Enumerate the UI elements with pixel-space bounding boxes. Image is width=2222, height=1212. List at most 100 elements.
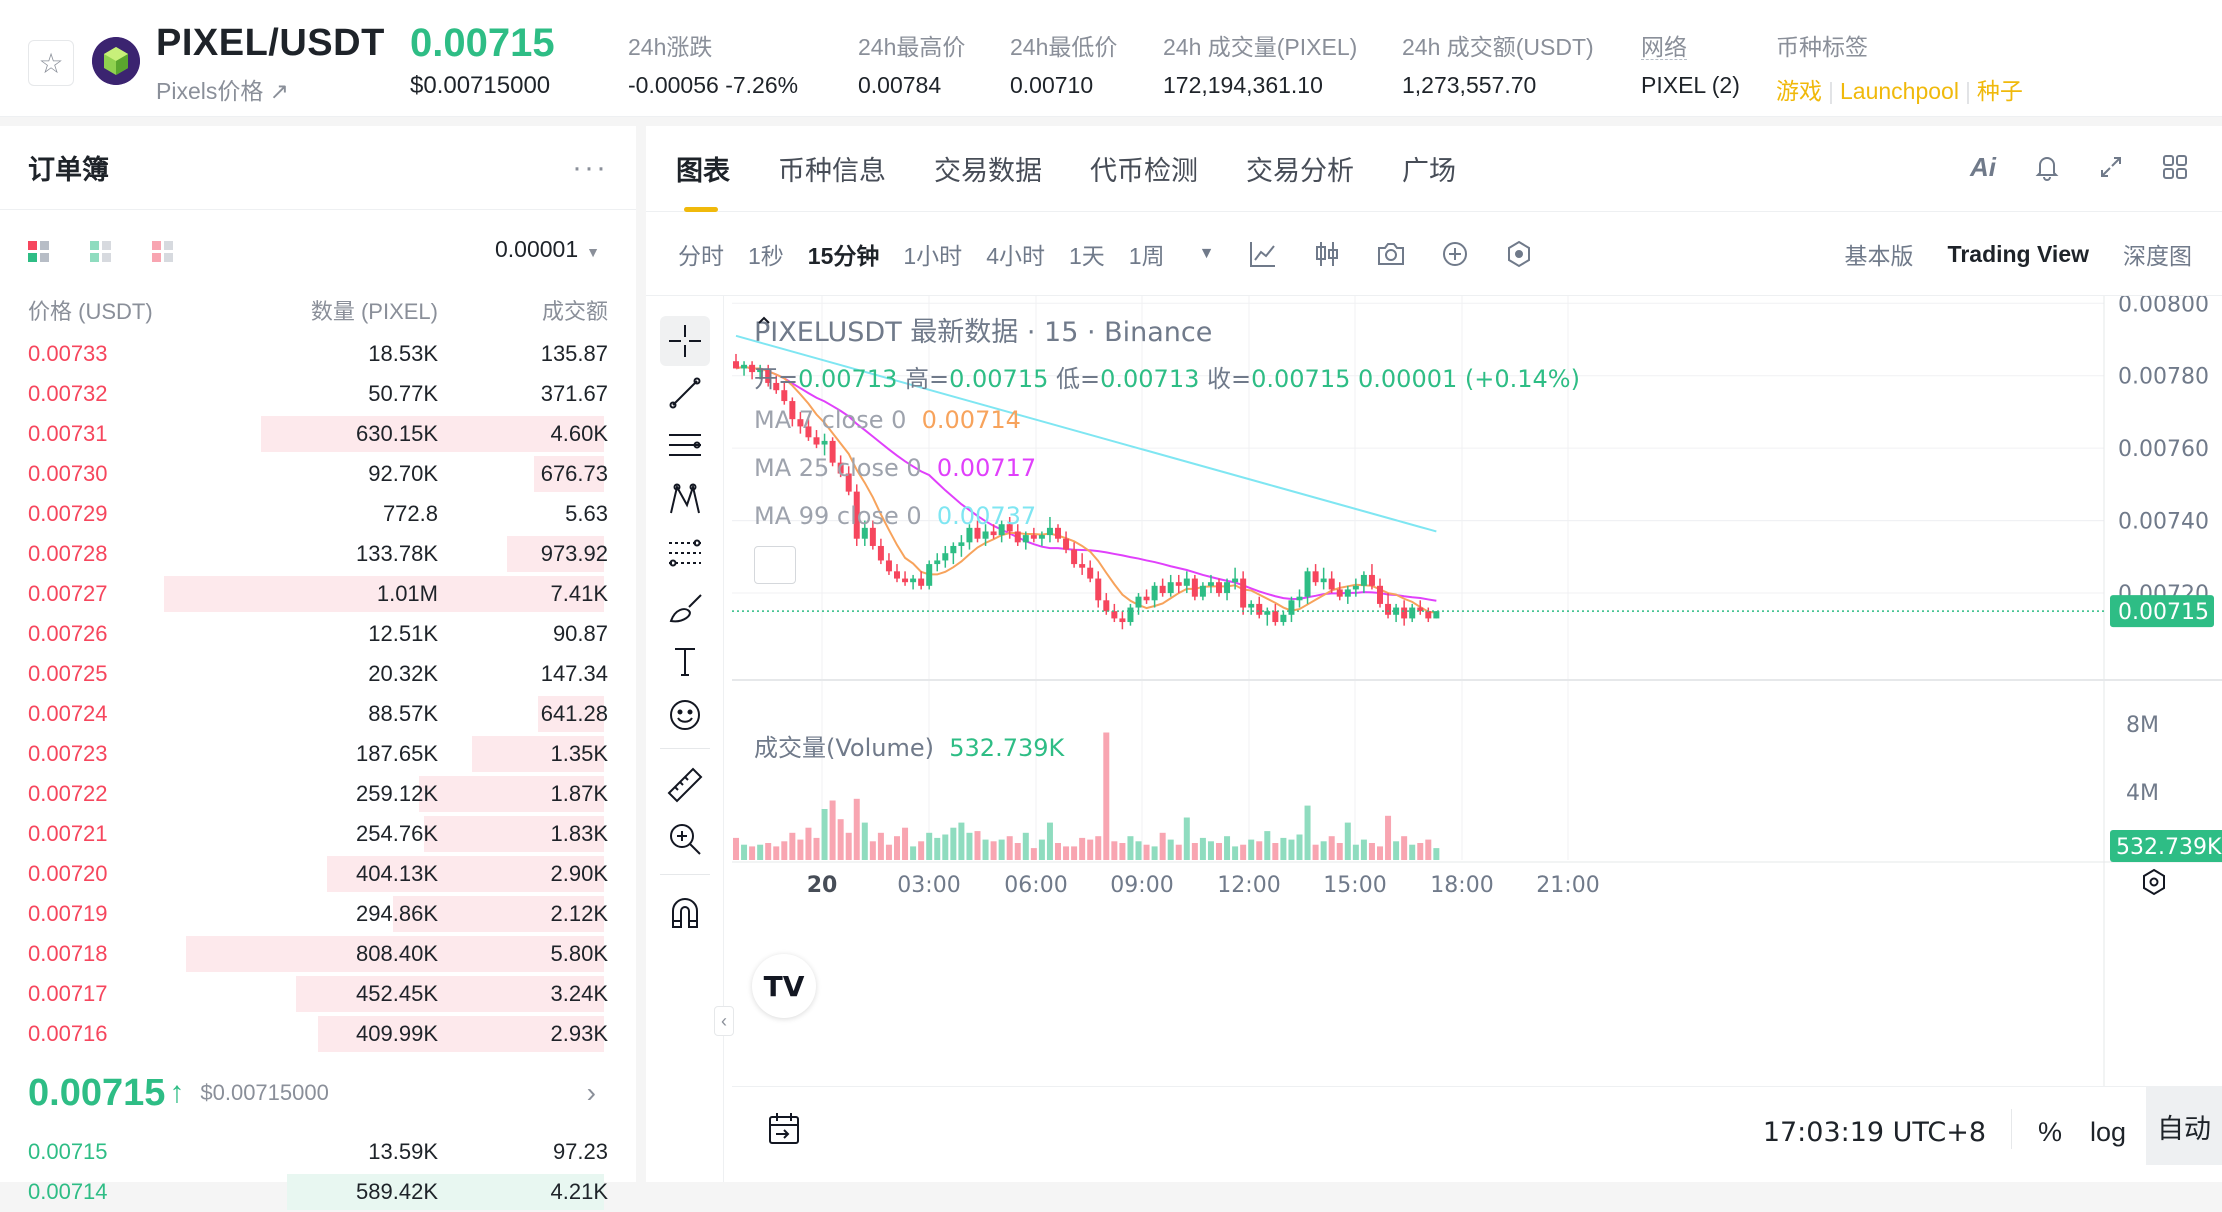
tf-15m[interactable]: 15分钟 — [807, 242, 880, 269]
ask-row[interactable]: 0.00718 808.40K 5.80K — [0, 934, 636, 974]
stat-label: 币种标签 — [1776, 34, 1868, 60]
ask-row[interactable]: 0.00728 133.78K 973.92 — [0, 534, 636, 574]
tf-1w[interactable]: 1周 — [1128, 242, 1165, 269]
emoji-icon[interactable] — [660, 690, 710, 740]
orderbook-mid-price[interactable]: 0.00715 ↑ $0.00715000 › — [0, 1054, 636, 1132]
tab-trading-data[interactable]: 交易数据 — [934, 156, 1042, 186]
ask-row[interactable]: 0.00723 187.65K 1.35K — [0, 734, 636, 774]
view-tradingview[interactable]: Trading View — [1947, 240, 2089, 267]
row-total: 1.83K — [550, 821, 609, 846]
ask-row[interactable]: 0.00722 259.12K 1.87K — [0, 774, 636, 814]
volume-bar — [1111, 841, 1118, 860]
layout-grid-icon[interactable] — [2158, 150, 2192, 184]
auto-scale-toggle[interactable]: 自动 — [2146, 1087, 2222, 1165]
ask-row[interactable]: 0.00725 20.32K 147.34 — [0, 654, 636, 694]
hexagon-settings-icon[interactable] — [1502, 237, 1536, 271]
orderbook-asks-icon[interactable] — [152, 241, 174, 263]
more-options-icon[interactable]: ··· — [572, 150, 608, 184]
fullscreen-icon[interactable] — [2094, 150, 2128, 184]
tab-trade-analysis[interactable]: 交易分析 — [1246, 156, 1354, 186]
ask-row[interactable]: 0.00720 404.13K 2.90K — [0, 854, 636, 894]
add-circle-icon[interactable] — [1438, 237, 1472, 271]
ask-row[interactable]: 0.00730 92.70K 676.73 — [0, 454, 636, 494]
volume-bar — [765, 843, 772, 860]
horizontal-lines-icon[interactable] — [660, 420, 710, 470]
view-depth[interactable]: 深度图 — [2123, 243, 2192, 269]
ask-row[interactable]: 0.00732 50.77K 371.67 — [0, 374, 636, 414]
tab-coin-info[interactable]: 币种信息 — [778, 156, 886, 186]
tf-1s[interactable]: 1秒 — [748, 242, 784, 269]
tf-4h[interactable]: 4小时 — [986, 242, 1045, 269]
coin-price-link[interactable]: Pixels价格 ↗ — [156, 78, 290, 104]
tf-1d[interactable]: 1天 — [1068, 242, 1105, 269]
timeframe-more-icon[interactable]: ▼ — [1198, 244, 1215, 262]
time-tick-label: 09:00 — [1110, 873, 1173, 898]
chart-clock[interactable]: 17:03:19 UTC+8 — [1762, 1117, 1986, 1148]
candle-body — [781, 390, 788, 402]
percent-toggle[interactable]: % — [2037, 1117, 2062, 1147]
ask-row[interactable]: 0.00717 452.45K 3.24K — [0, 974, 636, 1014]
orderbook-bids-icon[interactable] — [90, 241, 112, 263]
candle-body — [877, 545, 884, 561]
brush-icon[interactable] — [660, 582, 710, 632]
row-price: 0.00724 — [28, 701, 108, 726]
stat-network[interactable]: 网络 PIXEL (2) — [1641, 28, 1740, 99]
log-toggle[interactable]: log — [2089, 1117, 2126, 1147]
ask-row[interactable]: 0.00731 630.15K 4.60K — [0, 414, 636, 454]
candle-body — [1256, 603, 1263, 615]
candle-type-icon[interactable] — [1310, 237, 1344, 271]
ask-row[interactable]: 0.00721 254.76K 1.83K — [0, 814, 636, 854]
bell-icon[interactable] — [2030, 150, 2064, 184]
tag-seed[interactable]: 种子 — [1976, 78, 2023, 104]
volume-bar — [781, 841, 788, 860]
view-basic[interactable]: 基本版 — [1844, 243, 1914, 269]
zoom-in-icon[interactable] — [660, 814, 710, 864]
favorite-star-icon[interactable]: ☆ — [28, 40, 74, 86]
tradingview-logo[interactable]: TV — [752, 954, 816, 1018]
goto-date-icon[interactable] — [762, 1107, 806, 1151]
tag-launchpool[interactable]: Launchpool — [1839, 78, 1959, 104]
candle-body — [1175, 582, 1182, 586]
ruler-icon[interactable] — [660, 760, 710, 810]
depth-bar — [533, 456, 604, 492]
ask-row[interactable]: 0.00733 18.53K 135.87 — [0, 334, 636, 374]
candle-body — [1022, 535, 1029, 543]
ask-row[interactable]: 0.00729 772.8 5.63 — [0, 494, 636, 534]
tf-line[interactable]: 分时 — [678, 242, 724, 269]
magnet-icon[interactable] — [660, 888, 710, 938]
collapse-legend-icon[interactable] — [754, 316, 796, 584]
tag-gaming[interactable]: 游戏 — [1776, 78, 1822, 104]
collapse-toolbar-icon[interactable]: ‹ — [714, 1006, 734, 1036]
orderbook-both-icon[interactable] — [28, 241, 50, 263]
row-price: 0.00728 — [28, 541, 108, 566]
ask-row[interactable]: 0.00727 1.01M 7.41K — [0, 574, 636, 614]
ask-row[interactable]: 0.00726 12.51K 90.87 — [0, 614, 636, 654]
ask-row[interactable]: 0.00719 294.86K 2.12K — [0, 894, 636, 934]
tab-token-check[interactable]: 代币检测 — [1090, 156, 1198, 186]
text-tool-icon[interactable] — [660, 636, 710, 686]
camera-icon[interactable] — [1374, 237, 1408, 271]
bid-row[interactable]: 0.00714 589.42K 4.21K — [0, 1172, 636, 1212]
candle-body — [1103, 600, 1110, 612]
volume-bar — [805, 827, 812, 860]
tab-square[interactable]: 广场 — [1402, 156, 1456, 186]
fib-icon[interactable] — [660, 528, 710, 578]
chevron-right-icon[interactable]: › — [586, 1077, 596, 1108]
precision-select[interactable]: 0.00001 ▼ — [495, 236, 600, 263]
tab-chart[interactable]: 图表 — [676, 126, 730, 212]
candlestick-chart[interactable]: 0.00800 0.00780 0.00760 0.00740 0.00720 0.007… — [732, 296, 2222, 1182]
row-total: 676.73 — [540, 461, 608, 486]
ai-icon[interactable]: Ai — [1970, 151, 1996, 182]
row-price: 0.00725 — [28, 661, 108, 686]
bid-row[interactable]: 0.00715 13.59K 97.23 — [0, 1132, 636, 1172]
trend-line-icon[interactable] — [660, 368, 710, 418]
chart-canvas[interactable]: 0.008000.007800.007600.007400.007200.007… — [732, 296, 2222, 1086]
row-qty: 630.15K — [356, 421, 438, 446]
ask-row[interactable]: 0.00716 409.99K 2.93K — [0, 1014, 636, 1054]
indicators-icon[interactable] — [1246, 237, 1280, 271]
ask-row[interactable]: 0.00724 88.57K 641.28 — [0, 694, 636, 734]
tf-1h[interactable]: 1小时 — [903, 242, 963, 269]
pattern-icon[interactable] — [660, 474, 710, 524]
volume-bar — [950, 827, 957, 860]
crosshair-icon[interactable] — [660, 316, 710, 366]
